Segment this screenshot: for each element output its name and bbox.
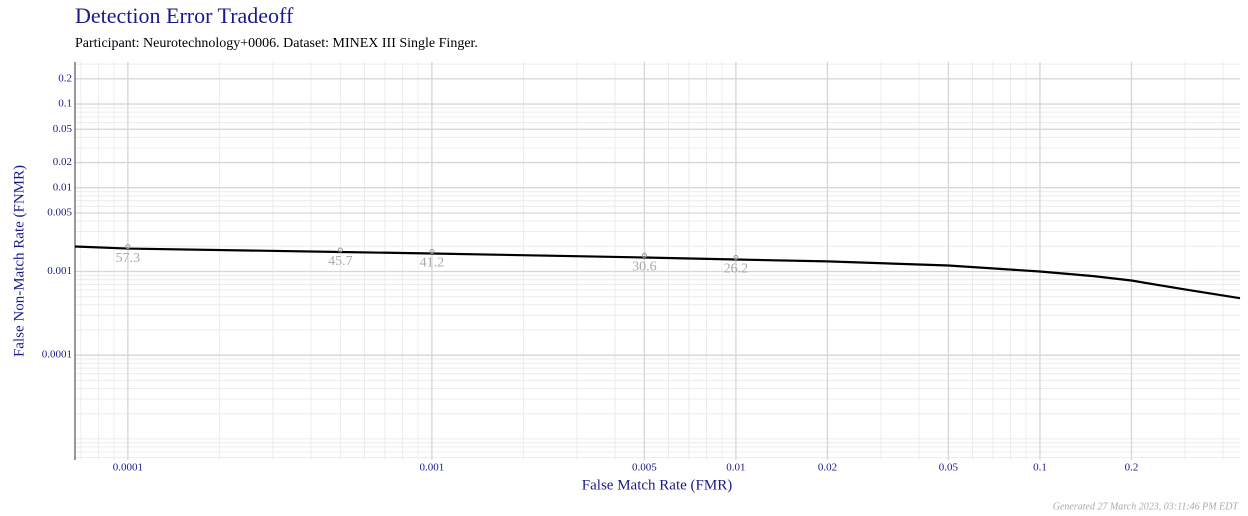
x-tick-label: 0.01 (726, 462, 745, 474)
x-tick-label: 0.005 (632, 462, 657, 474)
threshold-marker (337, 247, 343, 253)
x-tick-label: 0.001 (420, 462, 445, 474)
x-tick-label: 0.2 (1125, 462, 1139, 474)
y-tick-label: 0.01 (53, 181, 72, 193)
threshold-label: 45.7 (328, 254, 353, 269)
y-tick-label: 0.05 (53, 123, 73, 135)
chart-title: Detection Error Tradeoff (75, 3, 294, 28)
y-axis-label: False Non-Match Rate (FNMR) (11, 165, 27, 357)
x-tick-label: 0.05 (939, 462, 959, 474)
chart-subtitle: Participant: Neurotechnology+0006. Datas… (75, 36, 478, 51)
threshold-marker (641, 252, 647, 258)
y-tick-label: 0.005 (47, 207, 72, 219)
x-axis-label: False Match Rate (FMR) (582, 477, 732, 493)
threshold-marker (125, 244, 131, 250)
x-tick-label: 0.1 (1033, 462, 1047, 474)
threshold-label: 57.3 (116, 251, 141, 266)
threshold-marker (733, 255, 739, 261)
y-tick-label: 0.1 (58, 98, 72, 110)
threshold-label: 30.6 (632, 260, 657, 275)
footer: Generated 27 March 2023, 03:11:46 PM EDT (1053, 501, 1240, 512)
x-tick-label: 0.02 (818, 462, 837, 474)
threshold-label: 26.2 (724, 262, 749, 277)
y-tick-label: 0.0001 (42, 349, 72, 361)
y-tick-label: 0.02 (53, 156, 72, 168)
y-tick-label: 0.001 (47, 265, 72, 277)
x-tick-label: 0.0001 (113, 462, 143, 474)
threshold-label: 41.2 (420, 256, 445, 271)
y-tick-label: 0.2 (58, 72, 72, 84)
threshold-marker (429, 249, 435, 255)
